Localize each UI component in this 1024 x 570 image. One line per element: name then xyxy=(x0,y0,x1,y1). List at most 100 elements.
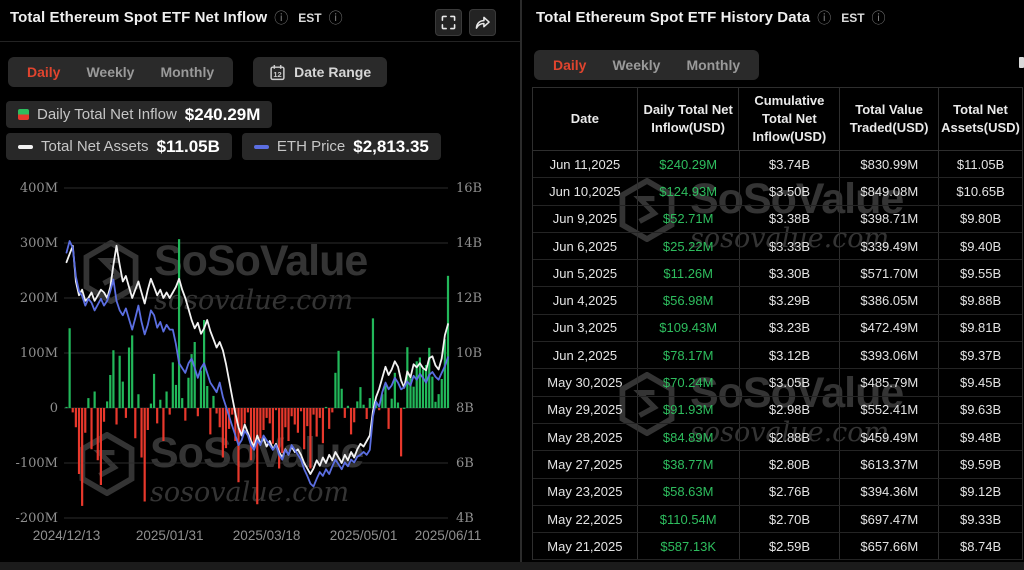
legend-value: $240.29M xyxy=(184,104,261,124)
cell-cumulative-inflow: $3.23B xyxy=(740,314,841,342)
cell-net-assets: $10.65B xyxy=(956,183,1005,199)
cell-cumulative-inflow: $3.12B xyxy=(740,342,841,369)
cell-value-traded: $571.70M xyxy=(840,260,940,287)
timezone-label: EST xyxy=(841,10,865,25)
cell-date: Jun 4,2025 xyxy=(533,287,638,314)
cell-daily-inflow: $52.71M xyxy=(638,205,740,232)
share-button[interactable] xyxy=(469,9,496,36)
info-icon[interactable]: ⓘ xyxy=(274,9,289,26)
cell-date: May 22,2025 xyxy=(533,505,638,533)
cell-value-traded: $849.08M xyxy=(840,178,940,205)
cell-daily-inflow: $124.93M xyxy=(638,178,740,205)
cell-daily-inflow: $58.63M xyxy=(638,478,740,505)
timezone-info-icon[interactable]: ⓘ xyxy=(871,9,886,26)
cell-daily-inflow: $70.24M xyxy=(638,369,740,396)
share-icon xyxy=(475,16,490,29)
tab-monthly[interactable]: Monthly xyxy=(686,57,741,73)
svg-text:10B: 10B xyxy=(456,346,482,361)
cell-cumulative-inflow: $2.76B xyxy=(740,478,841,505)
tab-daily[interactable]: Daily xyxy=(27,64,61,80)
info-icon[interactable]: ⓘ xyxy=(817,9,832,26)
cell-net-assets: $9.81B xyxy=(959,320,1002,336)
column-header-net-assets: Total Net Assets(USD) xyxy=(941,101,1020,135)
cell-cumulative-inflow: $2.59B xyxy=(740,533,841,560)
cell-cumulative-inflow: $3.30B xyxy=(740,260,841,287)
cell-cumulative-inflow: $3.50B xyxy=(740,178,841,205)
column-header-date: Date xyxy=(533,88,638,150)
cell-daily-inflow: $25.22M xyxy=(638,232,740,260)
table-row: Jun 10,2025 $124.93M $3.50B $849.08M $10… xyxy=(533,178,1022,206)
svg-text:2024/12/13: 2024/12/13 xyxy=(33,528,101,543)
tab-monthly[interactable]: Monthly xyxy=(160,64,215,80)
svg-text:8B: 8B xyxy=(456,401,474,416)
cell-daily-inflow: $78.17M xyxy=(638,342,740,369)
timezone-info-icon[interactable]: ⓘ xyxy=(328,9,343,26)
price-dash-icon xyxy=(253,144,269,149)
history-table: Date Daily Total Net Inflow(USD) Cumulat… xyxy=(532,87,1023,561)
svg-text:300M: 300M xyxy=(20,236,58,251)
cell-value-traded: $485.79M xyxy=(840,369,940,396)
tab-weekly[interactable]: Weekly xyxy=(86,64,135,80)
legend-total-net-assets[interactable]: Total Net Assets $11.05B xyxy=(6,133,232,160)
net-inflow-chart[interactable]: 400M 16B 300M 14B 200M 12B 100M 10B 0 8B -100M 6B -2… xyxy=(0,172,520,558)
cell-net-assets: $9.40B xyxy=(959,238,1002,254)
cell-date: May 27,2025 xyxy=(533,451,638,478)
table-row: Jun 5,2025 $11.26M $3.30B $571.70M $9.55… xyxy=(533,260,1022,288)
legend-value: $2,813.35 xyxy=(353,136,429,156)
cell-daily-inflow: $38.77M xyxy=(638,451,740,478)
period-tab-group: Daily Weekly Monthly xyxy=(8,57,234,87)
cell-value-traded: $830.99M xyxy=(840,151,940,178)
cell-date: May 28,2025 xyxy=(533,423,638,451)
table-row: Jun 9,2025 $52.71M $3.38B $398.71M $9.80… xyxy=(533,205,1022,233)
cell-daily-inflow: $91.93M xyxy=(638,396,740,423)
net-inflow-chart-area[interactable]: 400M 16B 300M 14B 200M 12B 100M 10B 0 8B -100M 6B -2… xyxy=(0,172,520,558)
cell-net-assets: $9.59B xyxy=(959,456,1002,472)
cell-date: Jun 9,2025 xyxy=(533,205,638,232)
cell-net-assets: $9.33B xyxy=(959,511,1002,527)
cell-cumulative-inflow: $2.80B xyxy=(740,451,841,478)
table-row: May 23,2025 $58.63M $2.76B $394.36M $9.1… xyxy=(533,478,1022,506)
cell-cumulative-inflow: $3.38B xyxy=(740,205,841,232)
legend-label: Total Net Assets xyxy=(41,138,149,155)
cell-value-traded: $552.41M xyxy=(840,396,940,423)
cell-cumulative-inflow: $2.88B xyxy=(740,423,841,451)
cell-daily-inflow: $56.98M xyxy=(638,287,740,314)
cell-date: Jun 11,2025 xyxy=(533,151,638,178)
svg-text:-100M: -100M xyxy=(15,456,58,471)
legend-value: $11.05B xyxy=(156,136,220,156)
right-panel-header: Total Ethereum Spot ETF History Data ⓘ E… xyxy=(536,9,886,26)
date-range-button[interactable]: 12 Date Range xyxy=(253,57,388,87)
cell-date: Jun 10,2025 xyxy=(533,178,638,205)
svg-text:12B: 12B xyxy=(456,291,482,306)
table-row: Jun 3,2025 $109.43M $3.23B $472.49M $9.8… xyxy=(533,314,1022,343)
cell-net-assets: $9.48B xyxy=(959,429,1002,445)
horizontal-scrollbar[interactable] xyxy=(0,562,1024,570)
cell-cumulative-inflow: $3.33B xyxy=(740,232,841,260)
svg-text:2025/06/11: 2025/06/11 xyxy=(415,528,482,543)
cell-date: Jun 3,2025 xyxy=(533,314,638,342)
cell-net-assets: $9.45B xyxy=(959,375,1002,391)
download-icon[interactable] xyxy=(1019,57,1024,68)
inflow-swatch-icon xyxy=(18,109,29,120)
table-row: Jun 4,2025 $56.98M $3.29B $386.05M $9.88… xyxy=(533,287,1022,315)
cell-daily-inflow: $109.43M xyxy=(638,314,740,342)
history-table-header: Date Daily Total Net Inflow(USD) Cumulat… xyxy=(533,88,1022,151)
tab-weekly[interactable]: Weekly xyxy=(612,57,661,73)
legend-daily-net-inflow[interactable]: Daily Total Net Inflow $240.29M xyxy=(6,101,273,128)
cell-daily-inflow: $11.26M xyxy=(638,260,740,287)
cell-net-assets: $9.63B xyxy=(959,402,1002,418)
table-row: May 28,2025 $84.89M $2.88B $459.49M $9.4… xyxy=(533,423,1022,452)
history-period-tab-group: Daily Weekly Monthly xyxy=(534,50,760,80)
cell-cumulative-inflow: $3.05B xyxy=(740,369,841,396)
svg-text:0: 0 xyxy=(50,401,58,416)
tab-daily[interactable]: Daily xyxy=(553,57,587,73)
cell-value-traded: $613.37M xyxy=(840,451,940,478)
legend-eth-price[interactable]: ETH Price $2,813.35 xyxy=(241,133,441,160)
left-panel-header: Total Ethereum Spot ETF Net Inflow ⓘ EST… xyxy=(10,9,343,26)
cell-value-traded: $386.05M xyxy=(840,287,940,314)
cell-daily-inflow: $84.89M xyxy=(638,423,740,451)
cell-daily-inflow: $240.29M xyxy=(638,151,740,178)
svg-text:400M: 400M xyxy=(20,181,58,196)
cell-net-assets: $8.74B xyxy=(959,538,1002,554)
fullscreen-button[interactable] xyxy=(435,9,462,36)
